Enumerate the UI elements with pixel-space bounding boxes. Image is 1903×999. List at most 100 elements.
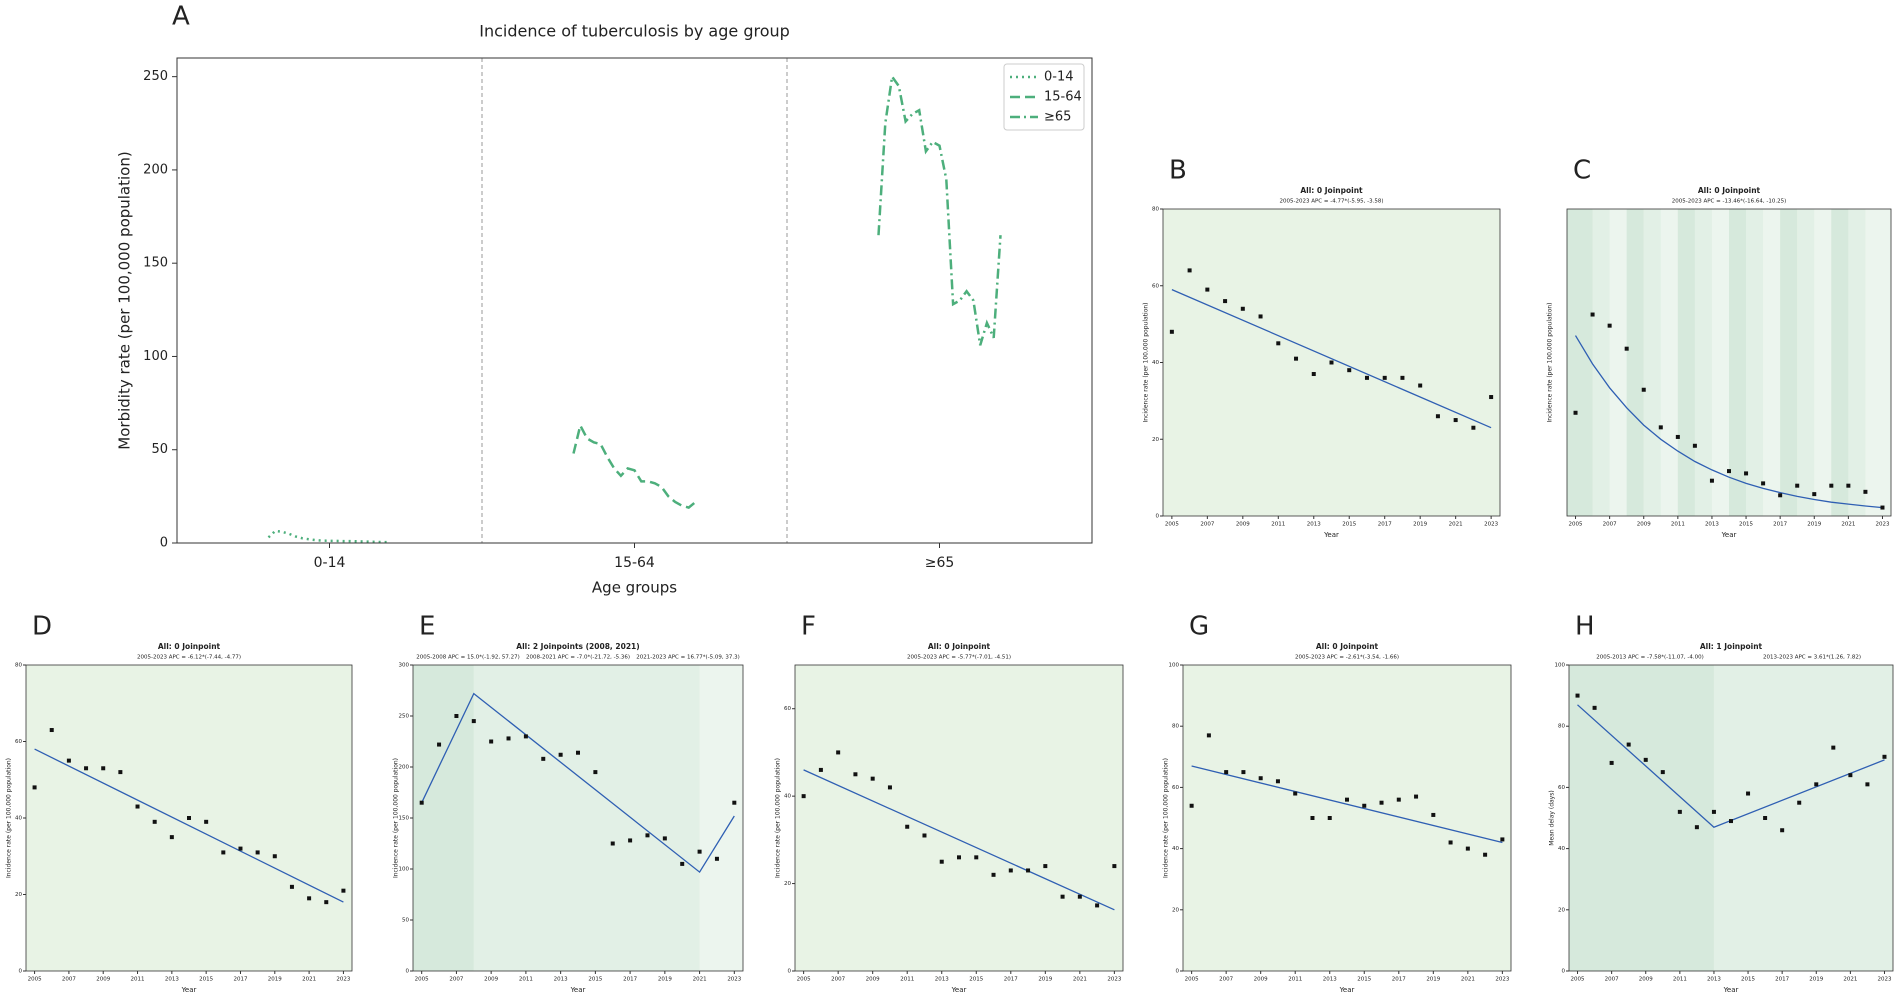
data-point [1590, 312, 1595, 317]
data-point [1483, 852, 1488, 857]
y-axis-label: Incidence rate (per 100,000 population) [1547, 302, 1554, 422]
chart-title: All: 1 Joinpoint [1700, 642, 1763, 651]
segment-shade [1780, 209, 1798, 516]
panel-label: C [1573, 156, 1591, 186]
segment-shade [1713, 665, 1893, 971]
segment-shade [699, 665, 743, 971]
fit-line [1191, 765, 1503, 844]
data-point [419, 800, 424, 805]
data-point [1187, 268, 1192, 273]
x-tick-label: 2005 [28, 977, 42, 983]
data-point [1453, 418, 1458, 423]
data-point [152, 819, 157, 824]
data-point [101, 766, 106, 771]
data-point [1626, 742, 1631, 747]
data-point [1205, 287, 1210, 292]
data-point [489, 739, 494, 744]
y-tick-label: 0 [1156, 514, 1160, 520]
legend-box [1003, 63, 1085, 131]
data-point [1795, 483, 1800, 488]
x-tick-label: 2005 [415, 977, 429, 983]
y-tick-label: 50 [151, 442, 168, 457]
segment-shade [1865, 209, 1891, 516]
y-tick-label: 100 [399, 867, 410, 873]
data-point [255, 850, 260, 855]
data-point [1060, 894, 1065, 899]
x-tick-label: 2005 [1571, 977, 1585, 983]
x-tick-label: 2015 [1741, 977, 1755, 983]
data-point [1658, 425, 1663, 430]
data-point [1746, 791, 1751, 796]
data-point [697, 849, 702, 854]
x-tick-label: 2011 [900, 977, 914, 983]
y-tick-label: 250 [399, 714, 410, 720]
data-point [1675, 434, 1680, 439]
subtitle: 2008-2021 APC = -7.0*(-21.72, -5.36) [526, 655, 630, 661]
data-point [1761, 481, 1766, 486]
x-tick-label: 2007 [1605, 977, 1619, 983]
y-tick-label: 0 [19, 969, 23, 975]
x-tick-label: 2005 [1569, 522, 1583, 528]
fit-line [1171, 289, 1492, 429]
data-point [801, 794, 806, 799]
x-tick-label: 2021 [1073, 977, 1087, 983]
x-axis-label: Year [1723, 986, 1739, 994]
legend-label: 0-14 [1044, 70, 1074, 85]
chart-title: All: 0 Joinpoint [1300, 186, 1363, 195]
data-point [1829, 483, 1834, 488]
segment-shade [1763, 209, 1781, 516]
data-point [1471, 425, 1476, 430]
plot-frame [1568, 664, 1894, 972]
data-point [1797, 800, 1802, 805]
data-point [1848, 773, 1853, 778]
data-point [836, 750, 841, 755]
x-tick-label: 2013 [554, 977, 568, 983]
data-point [1310, 816, 1315, 820]
y-tick-label: 100 [1169, 663, 1180, 669]
segment-shade [1569, 665, 1714, 971]
y-tick-label: 20 [1152, 437, 1159, 443]
chart-title: All: 0 Joinpoint [1316, 642, 1379, 651]
chart-title: Incidence of tuberculosis by age group [479, 22, 790, 41]
x-tick-label: 2007 [831, 977, 845, 983]
data-point [887, 785, 892, 790]
plot-background [1183, 665, 1511, 971]
x-tick-label: 2009 [484, 977, 498, 983]
subtitle: 2005-2023 APC = -2.61*(-3.54, -1.66) [1295, 655, 1399, 661]
y-tick-label: 0 [406, 969, 410, 975]
data-point [1345, 797, 1349, 802]
data-point [1189, 803, 1194, 808]
x-tick-label: 2005 [1185, 977, 1199, 983]
data-point [645, 833, 650, 838]
data-point [1077, 894, 1082, 899]
segment-shade [1848, 209, 1866, 516]
x-tick-label: 2017 [1775, 977, 1789, 983]
plot-frame [25, 664, 353, 972]
y-tick-label: 50 [402, 918, 409, 924]
data-point [289, 884, 294, 889]
x-axis-label: Year [570, 986, 586, 994]
y-tick-label: 60 [1152, 283, 1159, 289]
x-tick-label: 2015 [969, 977, 983, 983]
data-point [135, 804, 140, 809]
y-tick-label: 0 [788, 969, 792, 975]
series-line [572, 421, 697, 509]
data-point [1882, 754, 1887, 759]
data-point [905, 824, 910, 829]
data-point [1241, 770, 1246, 775]
y-tick-label: 250 [143, 69, 168, 84]
data-point [957, 855, 961, 860]
data-point [1435, 414, 1440, 419]
data-point [1677, 809, 1682, 814]
data-point [1206, 733, 1211, 738]
y-tick-label: 60 [1172, 785, 1179, 791]
data-point [680, 861, 685, 866]
x-tick-label: 2021 [693, 977, 707, 983]
segment-shade [473, 665, 700, 971]
data-point [1329, 360, 1334, 365]
x-tick-label: 2011 [131, 977, 145, 983]
y-tick-label: 60 [15, 739, 22, 745]
plot-frame [1162, 208, 1501, 517]
data-point [1865, 782, 1870, 787]
x-axis-label: Age groups [592, 579, 677, 597]
